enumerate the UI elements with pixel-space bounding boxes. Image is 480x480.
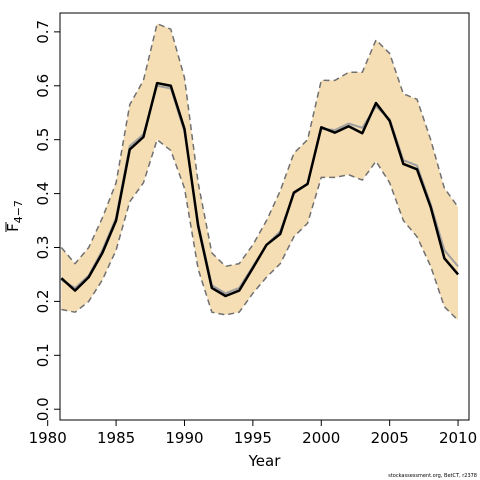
- y-tick-label: 0.5: [34, 128, 52, 152]
- series-lower-bound: [61, 138, 459, 321]
- plot-frame: [59, 12, 470, 421]
- y-tick-label: 0.7: [34, 20, 52, 44]
- x-tick-label: 1990: [165, 429, 203, 447]
- series-estimate: [60, 81, 460, 298]
- credit-text: stockassessment.org, BetCT, r2378: [388, 473, 477, 479]
- y-tick-label: 0.0: [34, 397, 52, 421]
- x-tick-label: 1980: [29, 429, 67, 447]
- y-tick-label: 0.2: [34, 289, 52, 313]
- x-axis: 1980 1985 1990 1995 2000 2005 2010: [29, 420, 477, 447]
- x-tick-label: 2005: [371, 429, 409, 447]
- svg-text:F4−7: F4−7: [4, 200, 25, 232]
- y-axis: 0.0 0.1 0.2 0.3 0.4 0.5 0.6 0.7: [34, 20, 60, 421]
- confidence-band: [61, 23, 459, 321]
- plot-layer: [60, 23, 460, 321]
- x-axis-title: Year: [248, 452, 282, 470]
- y-axis-title: F4−7: [4, 200, 25, 232]
- y-tick-label: 0.3: [34, 236, 52, 260]
- x-tick-label: 2010: [439, 429, 477, 447]
- x-tick-label: 1985: [97, 429, 135, 447]
- y-axis-title-subscript: 4−7: [12, 200, 25, 223]
- y-axis-title-main: F: [4, 223, 22, 232]
- y-tick-label: 0.6: [34, 74, 52, 98]
- y-tick-label: 0.4: [34, 182, 52, 206]
- x-tick-label: 1995: [234, 429, 272, 447]
- series-upper-bound: [60, 23, 459, 268]
- x-tick-label: 2000: [302, 429, 340, 447]
- y-tick-label: 0.1: [34, 343, 52, 367]
